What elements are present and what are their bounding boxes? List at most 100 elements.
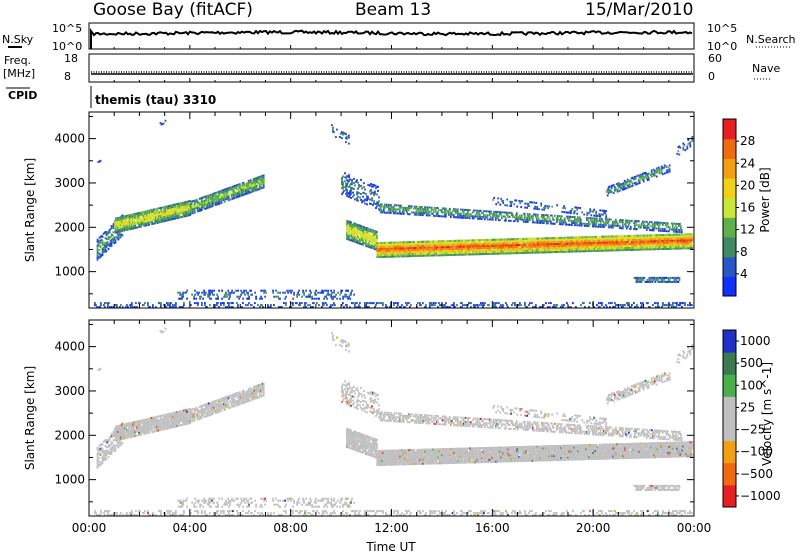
power-cell — [621, 239, 624, 242]
cpid-label: CPID — [8, 89, 37, 102]
power-cell — [661, 227, 664, 230]
power-cell — [447, 254, 450, 256]
power-cell — [627, 241, 630, 243]
power-cell — [543, 206, 546, 209]
power-cell — [606, 218, 609, 221]
power-cell — [181, 215, 183, 218]
power-cell — [187, 208, 189, 211]
power-cell — [645, 240, 648, 243]
power-cell — [250, 182, 253, 185]
power-cell — [604, 247, 607, 250]
power-cell — [115, 223, 117, 226]
power-cell — [672, 243, 675, 246]
power-cell — [554, 241, 557, 243]
power-cell — [352, 195, 354, 198]
power-cell — [371, 191, 373, 194]
power-cell — [166, 213, 168, 216]
power-cell — [430, 212, 433, 215]
power-cell — [153, 212, 155, 215]
power-cell — [636, 248, 639, 251]
power-cell — [510, 204, 513, 207]
power-cell — [596, 243, 599, 246]
power-cell — [678, 278, 681, 281]
power-cell — [529, 245, 532, 248]
power-cell — [537, 245, 540, 248]
power-cell — [468, 215, 471, 218]
power-cell — [207, 206, 210, 209]
power-cell — [568, 246, 571, 249]
power-cell — [447, 246, 450, 248]
power-cell — [525, 220, 528, 223]
power-cell — [454, 243, 457, 246]
power-cell — [107, 244, 110, 247]
power-cell — [583, 248, 586, 251]
power-cell — [120, 230, 122, 233]
power-cell — [94, 304, 96, 307]
power-cell — [457, 247, 460, 250]
power-cell — [425, 242, 428, 245]
power-cell — [483, 210, 486, 213]
power-cell — [153, 208, 155, 211]
power-cell — [526, 251, 529, 254]
power-cell — [356, 237, 358, 240]
power-cell — [162, 214, 164, 217]
power-cell — [610, 186, 613, 189]
power-cell — [613, 187, 616, 190]
power-cell — [219, 196, 222, 199]
power-cell — [598, 239, 601, 242]
power-cell — [610, 226, 613, 229]
power-cell — [529, 239, 532, 242]
power-cell — [346, 183, 348, 186]
power-cell — [399, 241, 402, 244]
power-cell — [358, 226, 360, 229]
power-cell — [150, 209, 152, 212]
power-cell — [195, 200, 198, 203]
power-cell — [599, 247, 602, 250]
power-cell — [177, 210, 179, 213]
power-cell — [548, 237, 551, 240]
power-cell — [540, 204, 543, 207]
power-cell — [153, 216, 155, 219]
power-cell — [513, 203, 516, 206]
power-cell — [551, 239, 554, 242]
power-cell — [502, 240, 505, 243]
power-cell — [355, 227, 357, 230]
power-cell — [405, 255, 408, 258]
power-cell — [231, 193, 234, 196]
power-cell — [383, 247, 386, 250]
power-cell — [653, 240, 656, 243]
power-cell — [109, 228, 112, 231]
power-cell — [655, 227, 658, 230]
power-cell — [459, 245, 462, 248]
power-cell — [530, 217, 533, 220]
power-cell — [586, 244, 589, 247]
power-cell — [405, 253, 408, 256]
power-cell — [404, 245, 407, 248]
power-cell — [351, 233, 353, 236]
power-cell — [350, 182, 352, 185]
power-cell — [477, 253, 480, 256]
power-cell — [493, 214, 496, 217]
power-cell — [551, 222, 554, 225]
power-cell — [609, 247, 612, 250]
power-cell — [560, 250, 563, 253]
power-cell — [593, 241, 596, 244]
power-cell — [350, 233, 352, 236]
power-cell — [524, 220, 527, 223]
power-cell — [438, 246, 441, 249]
power-cell — [166, 205, 168, 208]
power-cell — [683, 243, 686, 246]
power-cell — [391, 249, 394, 252]
power-cell — [161, 214, 163, 217]
power-cell — [632, 240, 635, 243]
power-cell — [566, 217, 569, 220]
power-cell — [363, 242, 365, 245]
power-cell — [147, 215, 149, 218]
power-cell — [565, 223, 568, 226]
power-cell — [408, 253, 411, 256]
power-cell — [457, 243, 460, 246]
power-cell — [689, 241, 692, 244]
power-cell — [508, 242, 511, 245]
power-cell — [444, 213, 447, 216]
power-cell — [671, 222, 674, 225]
